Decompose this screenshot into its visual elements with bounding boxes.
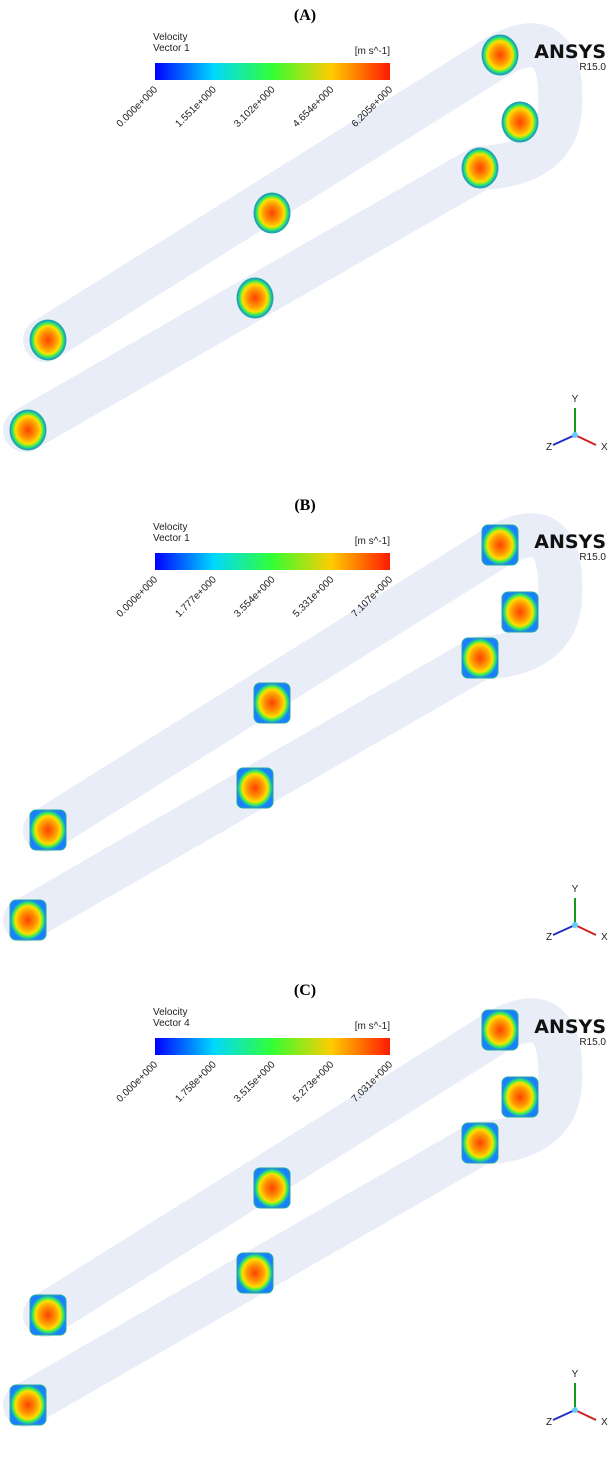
flow-section — [501, 591, 539, 633]
flow-section — [461, 637, 499, 679]
flow-section — [236, 1252, 274, 1294]
colorbar-label: 1.777e+000 — [174, 574, 220, 620]
axis-label: Y — [572, 884, 579, 895]
unit: [m s^-1] — [355, 536, 390, 547]
axis-x — [574, 1409, 597, 1421]
flow-section — [481, 524, 519, 566]
version: R15.0 — [579, 1037, 606, 1048]
pipe — [3, 998, 583, 1427]
colorbar — [155, 63, 390, 80]
variable: Vector 1 — [153, 43, 190, 54]
panel-label: (C) — [294, 982, 316, 999]
axis-label: Z — [546, 442, 552, 453]
axis-label: X — [601, 932, 608, 943]
flow-section — [253, 1167, 291, 1209]
colorbar-label: 0.000e+000 — [115, 574, 161, 620]
pipe — [3, 23, 583, 452]
flow-section — [9, 409, 47, 451]
panel-label: (B) — [294, 497, 315, 514]
axis-label: Z — [546, 1417, 552, 1428]
axis-label: X — [601, 442, 608, 453]
flow-section — [461, 1122, 499, 1164]
triad-center — [572, 1407, 578, 1413]
flow-section — [501, 1076, 539, 1118]
axis-label: Z — [546, 932, 552, 943]
variable: Vector 4 — [153, 1018, 190, 1029]
panel-label: (A) — [294, 7, 316, 24]
flow-section — [236, 277, 274, 319]
colorbar-label: 1.551e+000 — [174, 84, 220, 130]
brand: ANSYS — [534, 1016, 606, 1038]
colorbar-label: 3.102e+000 — [232, 84, 278, 130]
colorbar-label: 0.000e+000 — [115, 1059, 161, 1105]
colorbar-label: 5.273e+000 — [291, 1059, 337, 1105]
flow-section — [481, 1009, 519, 1051]
flow-section — [253, 192, 291, 234]
flow-section — [253, 682, 291, 724]
flow-section — [29, 319, 67, 361]
colorbar-label: 1.758e+000 — [174, 1059, 220, 1105]
flow-section — [29, 809, 67, 851]
axis-z — [552, 1409, 576, 1421]
axis-label: Y — [572, 394, 579, 405]
triad-center — [572, 922, 578, 928]
pipe — [3, 513, 583, 942]
axis-z — [552, 924, 576, 936]
flow-section — [501, 101, 539, 143]
colorbar-label: 3.554e+000 — [232, 574, 278, 620]
axis-label: X — [601, 1417, 608, 1428]
quantity: Velocity — [153, 32, 187, 43]
colorbar-label: 4.654e+000 — [291, 84, 337, 130]
brand: ANSYS — [534, 41, 606, 63]
colorbar-label: 5.331e+000 — [291, 574, 337, 620]
flow-section — [461, 147, 499, 189]
flow-section — [9, 1384, 47, 1426]
variable: Vector 1 — [153, 533, 190, 544]
colorbar — [155, 553, 390, 570]
triad-center — [572, 432, 578, 438]
version: R15.0 — [579, 552, 606, 563]
flow-section — [481, 34, 519, 76]
colorbar-label: 3.515e+000 — [232, 1059, 278, 1105]
flow-section — [29, 1294, 67, 1336]
axis-x — [574, 924, 597, 936]
flow-section — [9, 899, 47, 941]
axis-x — [574, 434, 597, 446]
flow-section — [236, 767, 274, 809]
brand: ANSYS — [534, 531, 606, 553]
unit: [m s^-1] — [355, 1021, 390, 1032]
colorbar — [155, 1038, 390, 1055]
axis-label: Y — [572, 1369, 579, 1380]
unit: [m s^-1] — [355, 46, 390, 57]
colorbar-label: 0.000e+000 — [115, 84, 161, 130]
axis-z — [552, 434, 576, 446]
quantity: Velocity — [153, 1007, 187, 1018]
quantity: Velocity — [153, 522, 187, 533]
version: R15.0 — [579, 62, 606, 73]
